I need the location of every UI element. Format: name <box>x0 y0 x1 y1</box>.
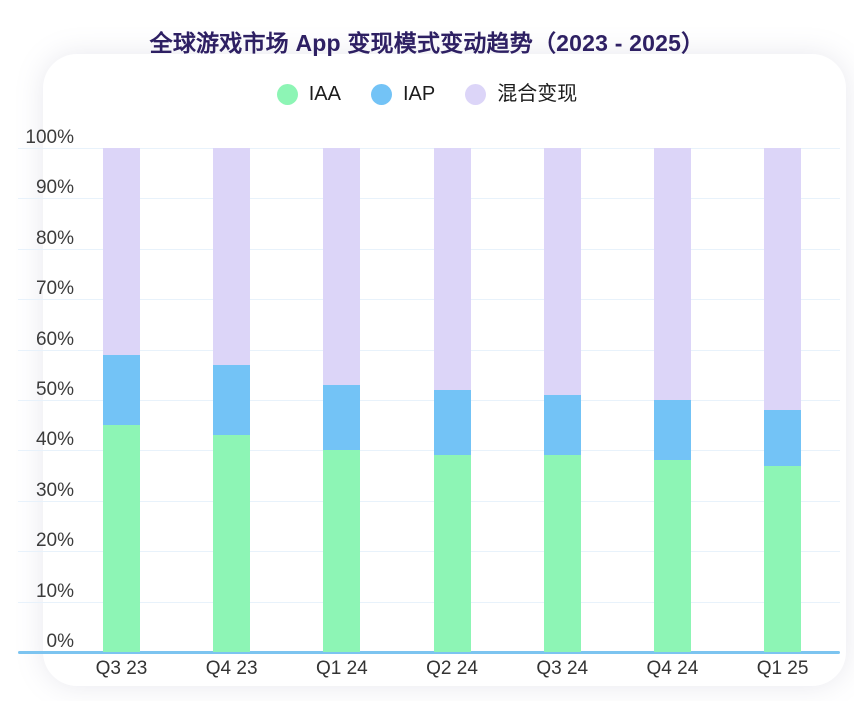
bar-segment-mixed-q1-24[interactable] <box>323 148 361 385</box>
x-axis-tick-label: Q4 24 <box>646 658 699 679</box>
bar-segment-iap-q4-23[interactable] <box>213 364 251 436</box>
x-axis-tick-label: Q3 24 <box>536 658 589 679</box>
bar-segment-iap-q1-24[interactable] <box>323 384 361 451</box>
gridline <box>18 248 840 250</box>
bar-segment-iap-q4-24[interactable] <box>653 400 691 461</box>
y-axis-tick-label: 70% <box>35 278 74 300</box>
y-axis-tick-label: 20% <box>35 530 74 552</box>
bar-segment-iap-q1-25[interactable] <box>764 410 802 466</box>
legend-item-iaa[interactable]: IAA <box>276 83 341 105</box>
x-axis-tick-label: Q1 24 <box>315 658 368 679</box>
bar-segment-iap-q3-23[interactable] <box>103 354 140 426</box>
gridline <box>18 198 840 200</box>
gridline <box>18 601 840 603</box>
x-axis-tick-label: Q1 25 <box>756 658 809 679</box>
bar-segment-iap-q3-24[interactable] <box>543 394 581 456</box>
y-axis-tick-label: 100% <box>25 127 74 148</box>
bar-segment-mixed-q4-24[interactable] <box>653 148 691 400</box>
y-axis-tick-label: 40% <box>35 429 74 451</box>
chart-title: 全球游戏市场 App 变现模式变动趋势（2023 - 2025） <box>149 30 705 56</box>
bar-segment-mixed-q3-24[interactable] <box>543 148 581 395</box>
legend-label-iap: IAP <box>403 83 436 105</box>
y-axis-tick-label: 60% <box>35 328 74 350</box>
chart-legend: IAA IAP 混合变现 <box>0 82 854 106</box>
bar-segment-iaa-q2-24[interactable] <box>433 455 471 652</box>
gridline <box>18 450 840 452</box>
legend-item-mixed[interactable]: 混合变现 <box>465 83 577 105</box>
bar-segment-mixed-q3-23[interactable] <box>103 148 140 355</box>
y-axis-tick-label: 50% <box>35 379 74 400</box>
legend-item-iap[interactable]: IAP <box>371 83 435 105</box>
x-axis-tick-label: Q4 23 <box>205 658 258 679</box>
legend-dot-mixed <box>465 83 487 105</box>
bar-segment-iaa-q4-23[interactable] <box>213 435 251 652</box>
x-axis-tick-label: Q2 24 <box>426 658 478 679</box>
gridline <box>18 349 840 351</box>
bar-segment-mixed-q4-23[interactable] <box>213 148 251 365</box>
gridline <box>18 400 840 401</box>
bar-segment-iaa-q3-24[interactable] <box>543 455 581 652</box>
legend-label-iaa: IAA <box>308 83 341 105</box>
x-axis-line <box>18 650 840 654</box>
gridline <box>18 299 840 301</box>
y-axis-tick-label: 30% <box>35 479 74 501</box>
gridline <box>18 148 840 149</box>
x-axis-tick-label: Q3 23 <box>95 658 148 679</box>
bar-segment-mixed-q1-25[interactable] <box>764 148 802 411</box>
legend-label-mixed: 混合变现 <box>497 83 578 105</box>
bar-segment-iaa-q1-24[interactable] <box>323 450 361 652</box>
legend-dot-iap <box>371 83 392 105</box>
gridline <box>18 500 840 502</box>
gridline <box>18 551 840 553</box>
bar-segment-mixed-q2-24[interactable] <box>433 148 471 390</box>
y-axis-tick-label: 90% <box>35 177 74 199</box>
y-axis-tick-label: 80% <box>35 227 74 249</box>
legend-dot-iaa <box>276 83 298 105</box>
y-axis-tick-label: 10% <box>35 580 74 602</box>
y-axis-tick-label: 0% <box>46 631 74 652</box>
bar-segment-iaa-q1-25[interactable] <box>764 465 802 652</box>
bar-segment-iaa-q4-24[interactable] <box>653 460 691 652</box>
bar-segment-iap-q2-24[interactable] <box>433 389 471 456</box>
bar-segment-iaa-q3-23[interactable] <box>103 425 140 652</box>
